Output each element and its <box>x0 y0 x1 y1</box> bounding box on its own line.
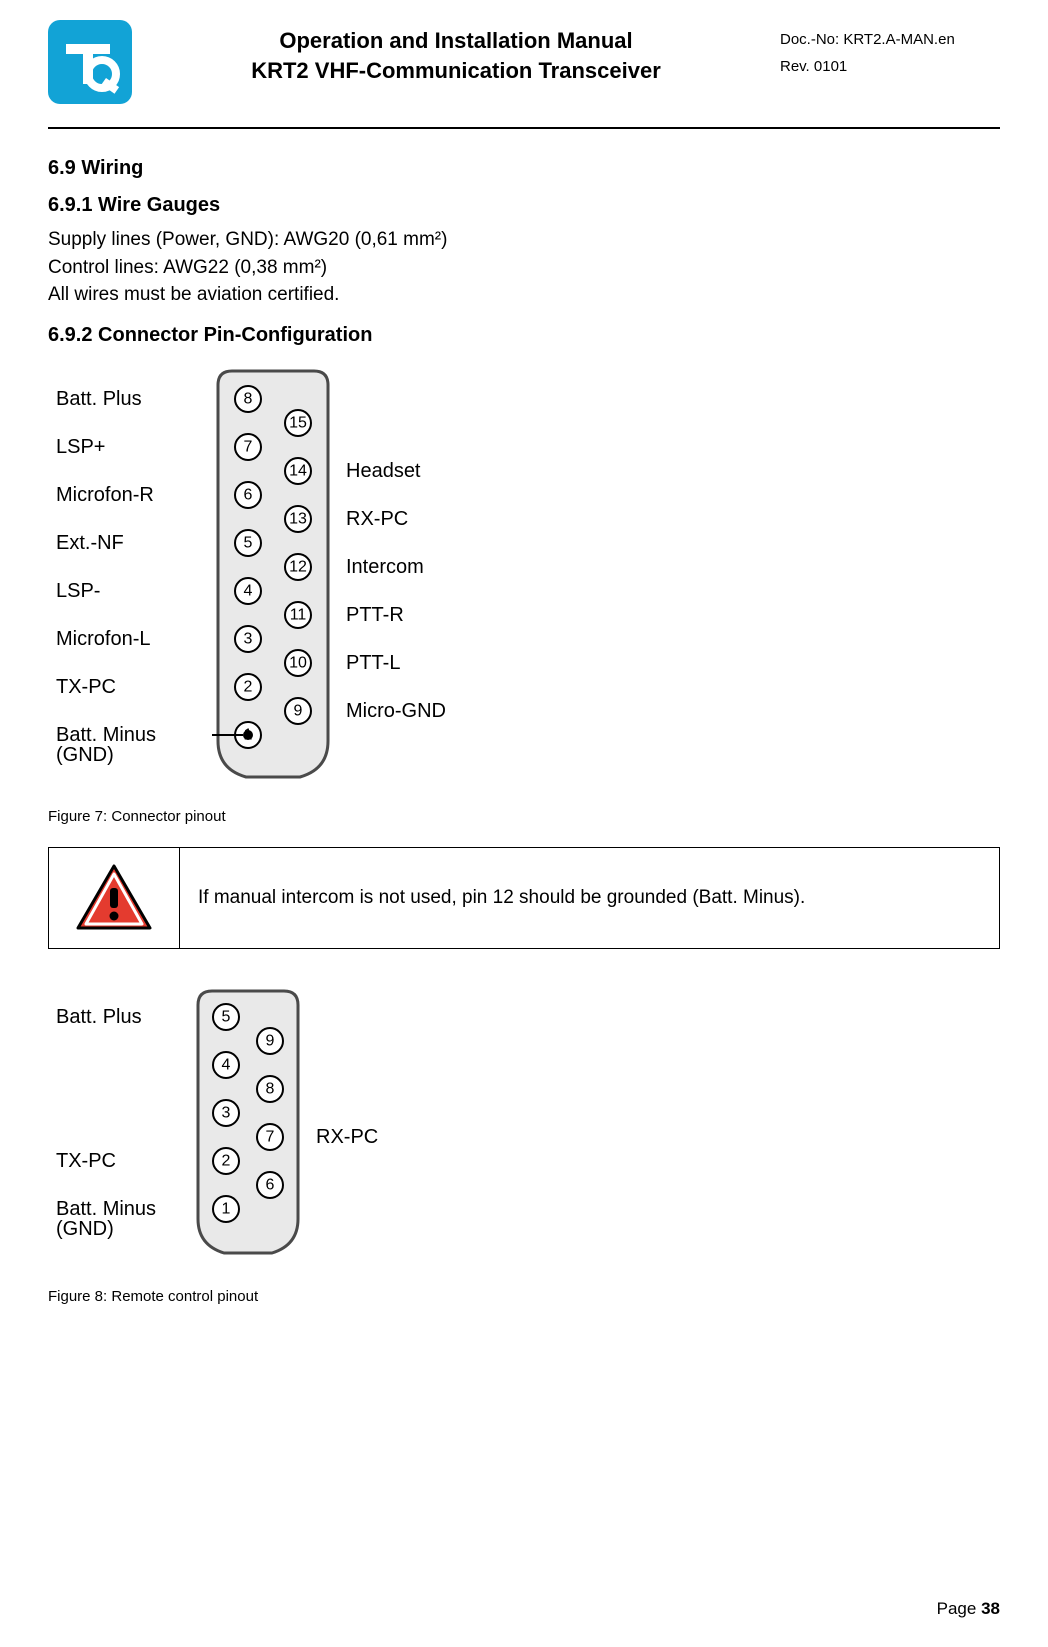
header-title-line2: KRT2 VHF-Communication Transceiver <box>148 56 764 86</box>
page: Operation and Installation Manual KRT2 V… <box>0 0 1048 1647</box>
svg-text:LSP-: LSP- <box>56 580 100 602</box>
svg-text:Intercom: Intercom <box>346 556 424 578</box>
svg-text:TX-PC: TX-PC <box>56 676 116 698</box>
warning-icon-cell <box>49 848 180 948</box>
svg-text:Microfon-R: Microfon-R <box>56 484 154 506</box>
svg-text:12: 12 <box>289 558 307 575</box>
svg-text:Ext.-NF: Ext.-NF <box>56 532 124 554</box>
figure-7: 876543211514131211109Batt. PlusLSP+Micro… <box>48 357 1000 825</box>
svg-text:Batt. Plus: Batt. Plus <box>56 388 142 410</box>
svg-text:8: 8 <box>244 390 253 407</box>
figure-8: 5 4 3 2 1 9 8 7 6 Batt. Plus TX-PC Batt. Minus(GND)… <box>48 977 1000 1305</box>
svg-text:9: 9 <box>266 1032 275 1049</box>
doc-no: Doc.-No: KRT2.A-MAN.en <box>780 26 1000 53</box>
header-title: Operation and Installation Manual KRT2 V… <box>148 20 764 85</box>
svg-text:Batt. Plus: Batt. Plus <box>56 1006 142 1028</box>
svg-text:13: 13 <box>289 510 307 527</box>
section-6-9: 6.9 Wiring <box>48 157 1000 180</box>
svg-text:3: 3 <box>222 1104 231 1121</box>
svg-text:5: 5 <box>222 1008 231 1025</box>
connector-15-diagram: 876543211514131211109Batt. PlusLSP+Micro… <box>48 357 528 797</box>
svg-text:11: 11 <box>290 606 307 623</box>
svg-text:7: 7 <box>266 1128 275 1145</box>
header-meta: Doc.-No: KRT2.A-MAN.en Rev. 0101 <box>780 20 1000 80</box>
svg-text:8: 8 <box>266 1080 275 1097</box>
svg-text:LSP+: LSP+ <box>56 436 105 458</box>
page-header: Operation and Installation Manual KRT2 V… <box>48 20 1000 109</box>
para-cert: All wires must be aviation certified. <box>48 282 1000 308</box>
warning-text: If manual intercom is not used, pin 12 s… <box>180 848 999 948</box>
connector-9-diagram: 5 4 3 2 1 9 8 7 6 Batt. Plus TX-PC Batt. Minus(GND)… <box>48 977 468 1277</box>
svg-text:Batt. Minus(GND): Batt. Minus(GND) <box>56 724 156 766</box>
svg-text:5: 5 <box>244 534 253 551</box>
svg-text:10: 10 <box>289 654 307 671</box>
brand-logo <box>48 20 132 109</box>
svg-text:RX-PC: RX-PC <box>346 508 408 530</box>
svg-text:Batt. Minus(GND): Batt. Minus(GND) <box>56 1198 156 1240</box>
svg-text:7: 7 <box>244 438 253 455</box>
svg-text:3: 3 <box>244 630 253 647</box>
svg-text:4: 4 <box>244 582 253 599</box>
header-rule <box>48 127 1000 129</box>
svg-text:Microfon-L: Microfon-L <box>56 628 150 650</box>
svg-text:Micro-GND: Micro-GND <box>346 700 446 722</box>
svg-text:PTT-R: PTT-R <box>346 604 404 626</box>
svg-text:RX-PC: RX-PC <box>316 1126 378 1148</box>
svg-text:14: 14 <box>289 462 307 479</box>
para-supply: Supply lines (Power, GND): AWG20 (0,61 m… <box>48 227 1000 253</box>
warning-box: If manual intercom is not used, pin 12 s… <box>48 847 1000 949</box>
svg-text:PTT-L: PTT-L <box>346 652 400 674</box>
svg-text:9: 9 <box>294 702 303 719</box>
rev: Rev. 0101 <box>780 53 1000 80</box>
section-6-9-1: 6.9.1 Wire Gauges <box>48 194 1000 217</box>
svg-text:6: 6 <box>266 1176 275 1193</box>
para-control: Control lines: AWG22 (0,38 mm²) <box>48 255 1000 281</box>
page-number: Page 38 <box>937 1599 1000 1619</box>
figure-7-caption: Figure 7: Connector pinout <box>48 808 1000 825</box>
svg-text:Headset: Headset <box>346 460 421 482</box>
warning-icon <box>74 862 154 934</box>
svg-text:2: 2 <box>244 678 253 695</box>
header-title-line1: Operation and Installation Manual <box>148 26 764 56</box>
svg-text:2: 2 <box>222 1152 231 1169</box>
section-6-9-2: 6.9.2 Connector Pin-Configuration <box>48 324 1000 347</box>
svg-text:15: 15 <box>289 414 307 431</box>
svg-text:1: 1 <box>222 1200 231 1217</box>
svg-text:6: 6 <box>244 486 253 503</box>
figure-8-caption: Figure 8: Remote control pinout <box>48 1288 1000 1305</box>
svg-text:4: 4 <box>222 1056 231 1073</box>
svg-text:TX-PC: TX-PC <box>56 1150 116 1172</box>
